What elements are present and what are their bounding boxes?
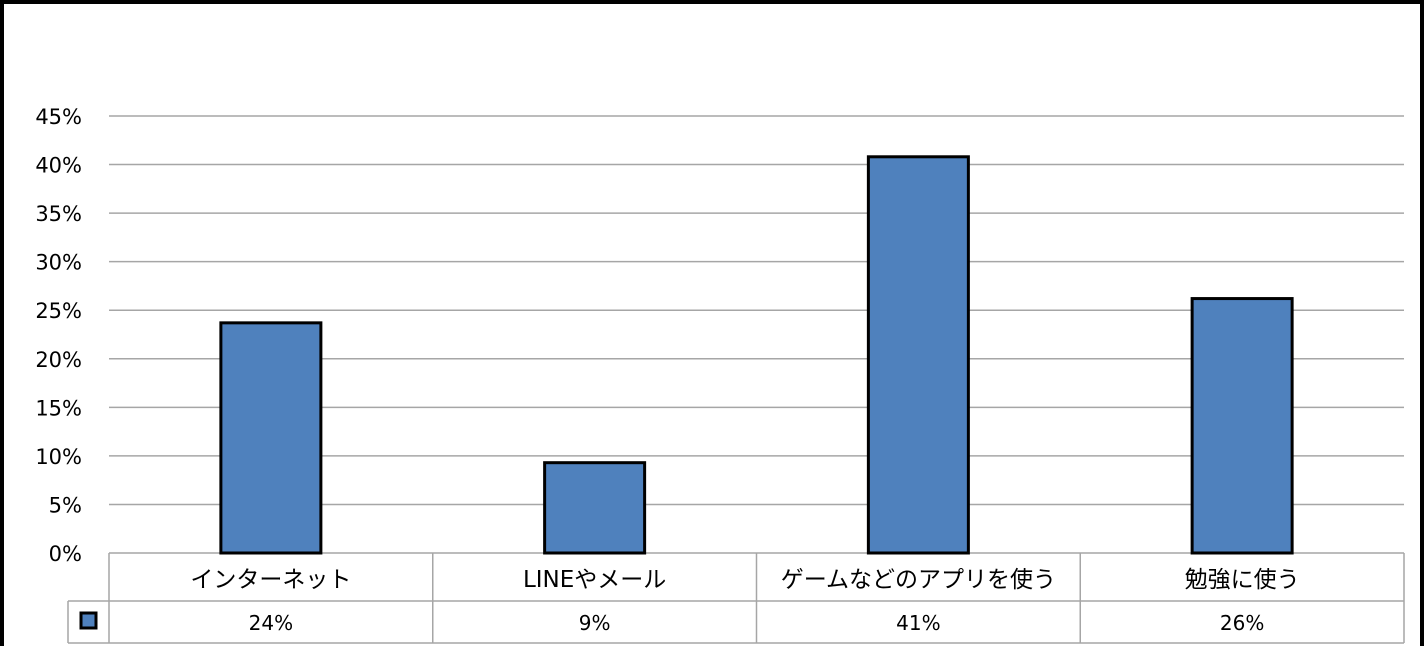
bar bbox=[866, 155, 970, 555]
y-tick-label: 40% bbox=[35, 154, 82, 178]
y-tick-label: 20% bbox=[35, 348, 82, 372]
gridlines bbox=[109, 115, 1404, 554]
x-category-label: ゲームなどのアプリを使う bbox=[781, 567, 1056, 593]
y-tick-label: 35% bbox=[35, 202, 82, 226]
data-table-value: 9% bbox=[579, 611, 611, 635]
bars bbox=[219, 155, 1294, 555]
x-category-label: 勉強に使う bbox=[1185, 567, 1300, 593]
data-table: インターネット 24% LINEやメール 9% ゲームなどのアプリを使う 41% 勉強に使う… bbox=[67, 553, 1405, 644]
y-tick-label: 30% bbox=[35, 251, 82, 275]
x-category-label: インターネット bbox=[190, 567, 351, 593]
y-axis-ticks: 0% 5% 10% 15% 20% 25% 30% 35% 40% 45% bbox=[35, 105, 82, 566]
y-tick-label: 45% bbox=[35, 105, 82, 129]
x-category-label: LINEやメール bbox=[523, 567, 666, 593]
bar-chart: 0% 5% 10% 15% 20% 25% 30% 35% 40% 45% インターネット 24% L… bbox=[35, 105, 1405, 644]
y-tick-label: 10% bbox=[35, 445, 82, 469]
y-tick-label: 5% bbox=[49, 493, 82, 517]
bar bbox=[1190, 297, 1294, 555]
data-table-value: 41% bbox=[896, 611, 940, 635]
legend-key-swatch bbox=[79, 611, 98, 630]
data-table-value: 24% bbox=[249, 611, 293, 635]
y-tick-label: 0% bbox=[49, 542, 82, 566]
bar bbox=[543, 461, 647, 555]
y-tick-label: 15% bbox=[35, 396, 82, 420]
bar bbox=[219, 321, 323, 555]
data-table-value: 26% bbox=[1220, 611, 1264, 635]
y-tick-label: 25% bbox=[35, 299, 82, 323]
